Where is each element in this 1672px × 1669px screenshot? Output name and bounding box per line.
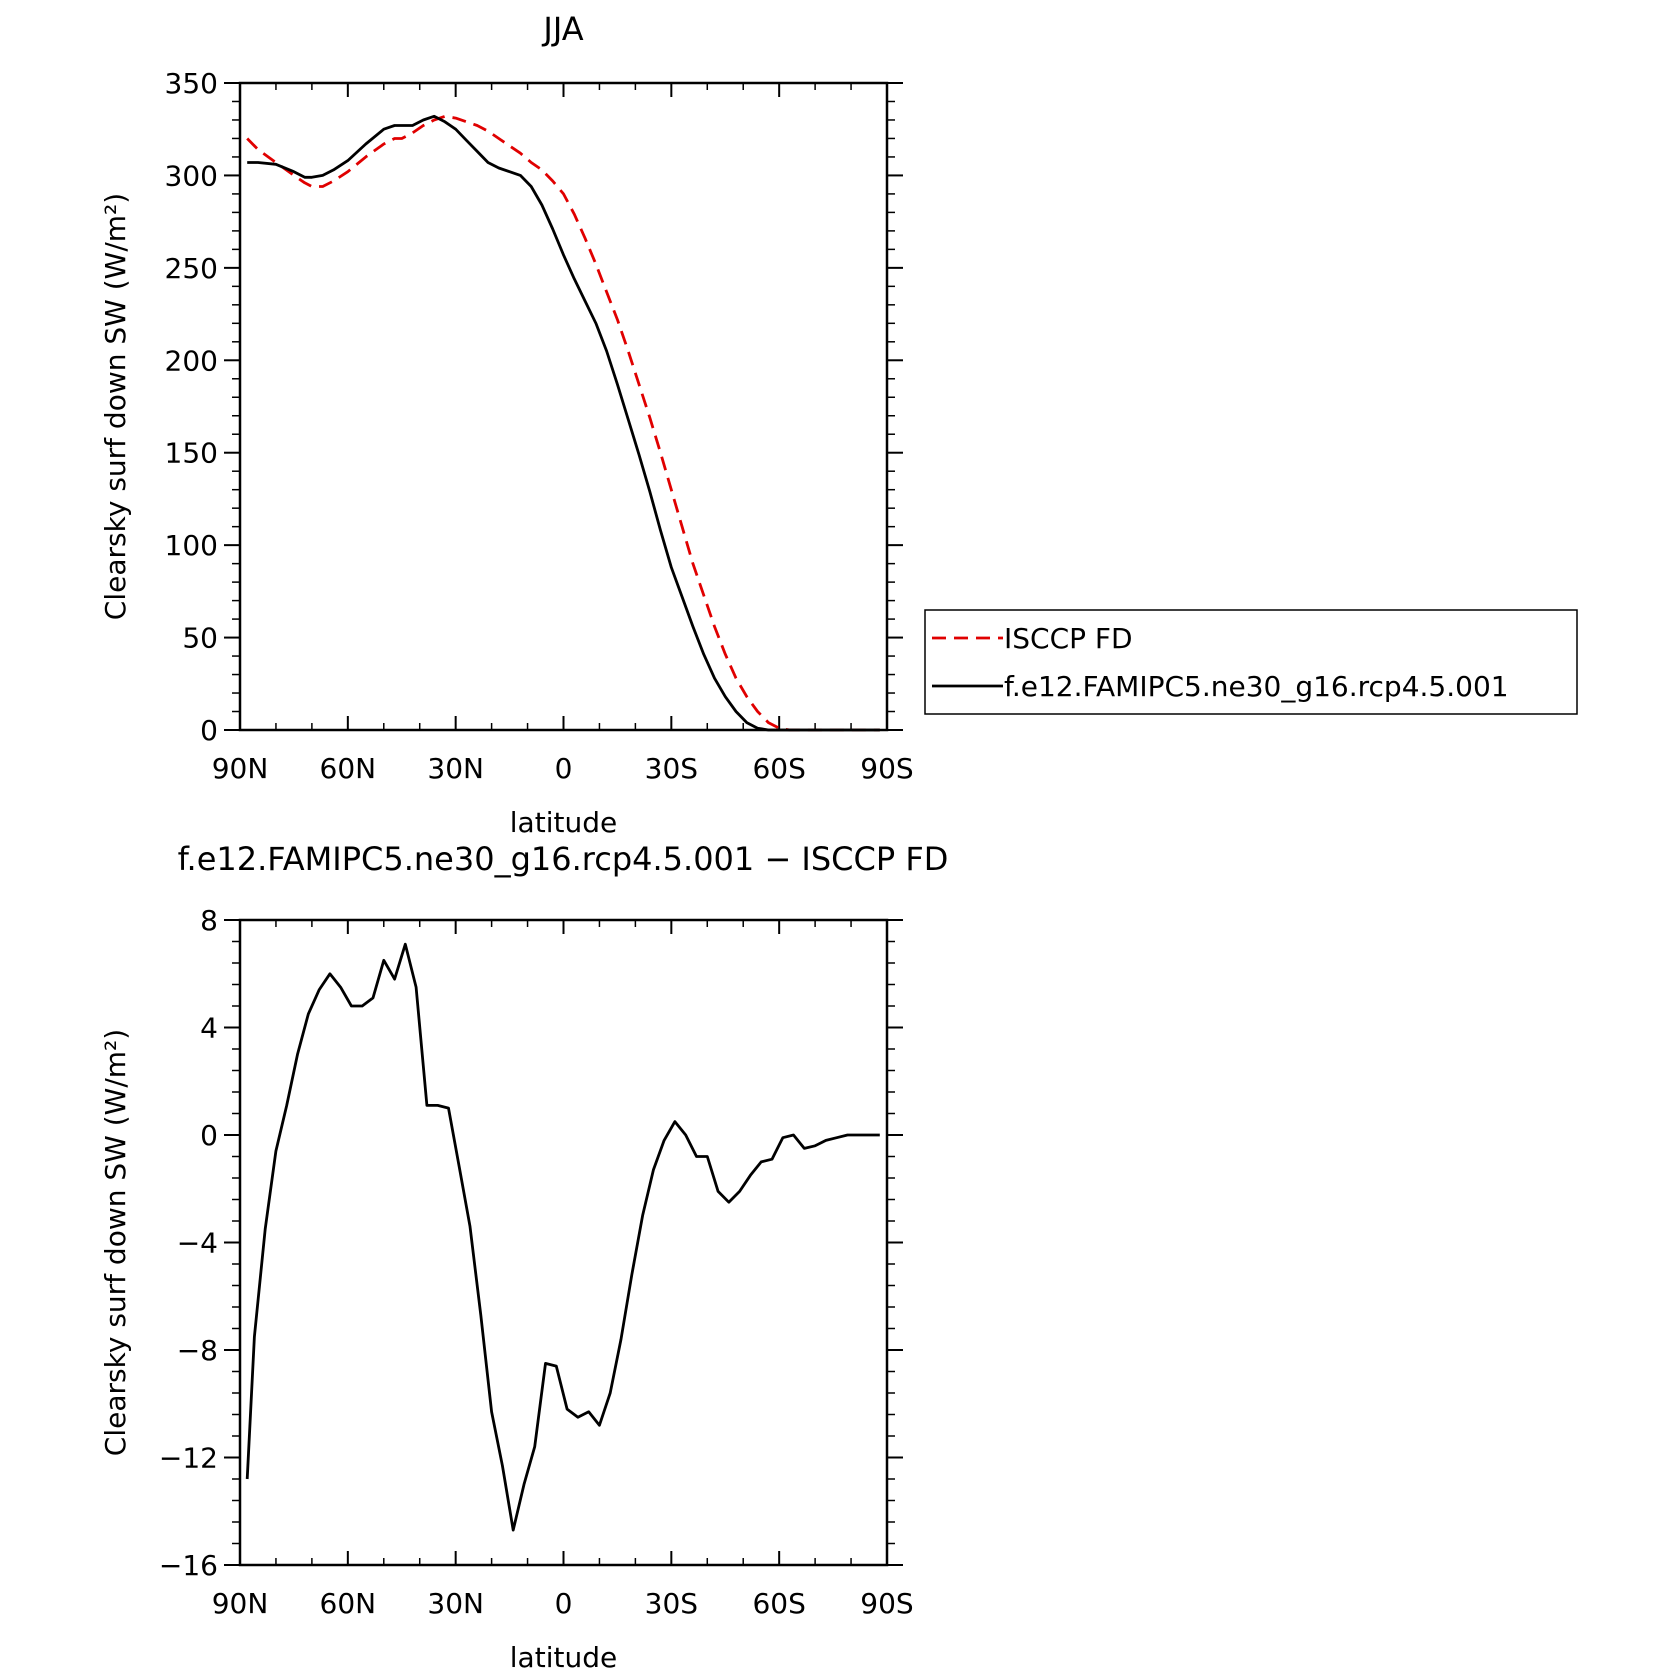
legend-box [924, 609, 1578, 715]
y-tick-label: 300 [165, 159, 218, 192]
x-tick-label: 0 [555, 1587, 573, 1620]
y-tick-label: 350 [165, 67, 218, 100]
top-y-axis-label: Clearsky surf down SW (W/m²) [99, 193, 132, 620]
top-chart-title: JJA [541, 10, 583, 48]
bottom-y-axis-label: Clearsky surf down SW (W/m²) [99, 1029, 132, 1456]
x-tick-label: 90S [860, 752, 913, 785]
bottom-plot-frame [238, 918, 889, 1567]
y-tick-label: −8 [177, 1334, 218, 1367]
top-series-lines [246, 114, 880, 732]
x-tick-label: 90S [860, 1587, 913, 1620]
y-tick-label: 0 [200, 1119, 218, 1152]
y-tick-label: 150 [165, 437, 218, 470]
x-tick-label: 90N [212, 1587, 269, 1620]
bottom-x-axis-label: latitude [510, 1641, 617, 1669]
series-line-model [245, 942, 880, 1532]
top-plot-frame [238, 81, 889, 732]
y-tick-label: 8 [200, 904, 218, 937]
x-tick-label: 0 [555, 752, 573, 785]
top-x-axis-label: latitude [510, 806, 617, 839]
top-panel: JJA Clearsky surf down SW (W/m²) latitud… [99, 10, 914, 839]
series-line-model [247, 114, 880, 732]
y-tick-label: 4 [200, 1012, 218, 1045]
legend: ISCCP FD f.e12.FAMIPC5.ne30_g16.rcp4.5.0… [924, 609, 1578, 715]
legend-label-isccp: ISCCP FD [1004, 622, 1133, 655]
x-tick-label: 30S [645, 752, 698, 785]
bottom-axis-ticks: 90N 60N 30N 0 30S 60S 90S 8 4 0 −4 −8 −12 −16 [159, 904, 914, 1620]
y-tick-label: −4 [177, 1227, 218, 1260]
y-tick-label: 100 [165, 529, 218, 562]
x-tick-label: 60S [752, 1587, 805, 1620]
x-tick-label: 30N [427, 752, 484, 785]
y-tick-label: −12 [159, 1442, 218, 1475]
x-tick-label: 30N [427, 1587, 484, 1620]
y-tick-label: −16 [159, 1549, 218, 1582]
x-tick-label: 30S [645, 1587, 698, 1620]
bottom-series-lines [245, 942, 880, 1532]
x-tick-label: 60N [320, 752, 377, 785]
x-tick-label: 60S [752, 752, 805, 785]
bottom-chart-title: f.e12.FAMIPC5.ne30_g16.rcp4.5.001 − ISCC… [178, 840, 949, 878]
x-tick-label: 90N [212, 752, 269, 785]
y-tick-label: 50 [182, 622, 218, 655]
bottom-panel: f.e12.FAMIPC5.ne30_g16.rcp4.5.001 − ISCC… [99, 840, 948, 1669]
series-line-isccp [246, 114, 880, 732]
legend-label-model: f.e12.FAMIPC5.ne30_g16.rcp4.5.001 [1004, 670, 1509, 703]
top-axis-ticks: 90N 60N 30N 0 30S 60S 90S 0 50 100 150 200 250 300 350 [165, 67, 914, 785]
y-tick-label: 250 [165, 252, 218, 285]
y-tick-label: 200 [165, 344, 218, 377]
y-tick-label: 0 [200, 714, 218, 747]
x-tick-label: 60N [320, 1587, 377, 1620]
